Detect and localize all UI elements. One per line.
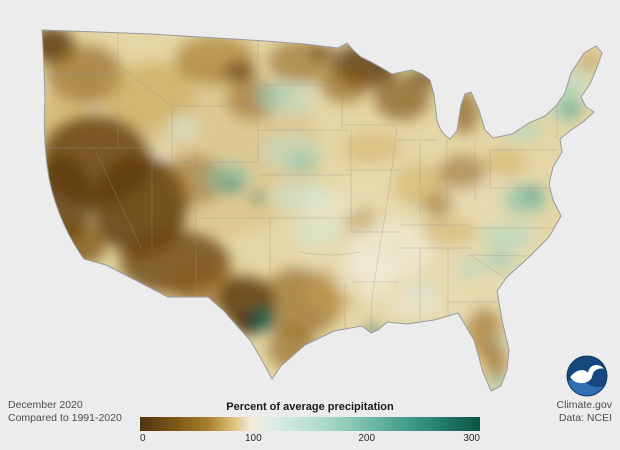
legend-tick-0: 0 [140,433,146,444]
noaa-seagull-icon [570,364,604,384]
legend-title: Percent of average precipitation [226,401,394,413]
us-precipitation-map [41,29,603,392]
source-data: Data: NCEI [558,412,612,424]
map-date: December 2020 [8,399,83,411]
legend: Percent of average precipitation 0 100 2… [140,401,480,446]
source-site: Climate.gov [556,399,612,411]
date-info: December 2020 Compared to 1991-2020 [8,399,122,425]
legend-tick-100: 100 [244,433,262,444]
us-outline [41,29,603,392]
noaa-logo [566,355,608,397]
noaa-logo-wave [567,379,607,396]
legend-gradient [140,417,480,431]
source-info: Climate.gov Data: NCEI [557,399,612,425]
map-baseline: Compared to 1991-2020 [8,412,122,424]
state-borders [44,33,558,331]
legend-tick-300: 300 [463,433,480,444]
precipitation-raster [42,30,600,389]
legend-tick-200: 200 [358,433,376,444]
us-map-canvas [41,29,603,392]
legend-ticks: 0 100 200 300 [140,433,480,446]
